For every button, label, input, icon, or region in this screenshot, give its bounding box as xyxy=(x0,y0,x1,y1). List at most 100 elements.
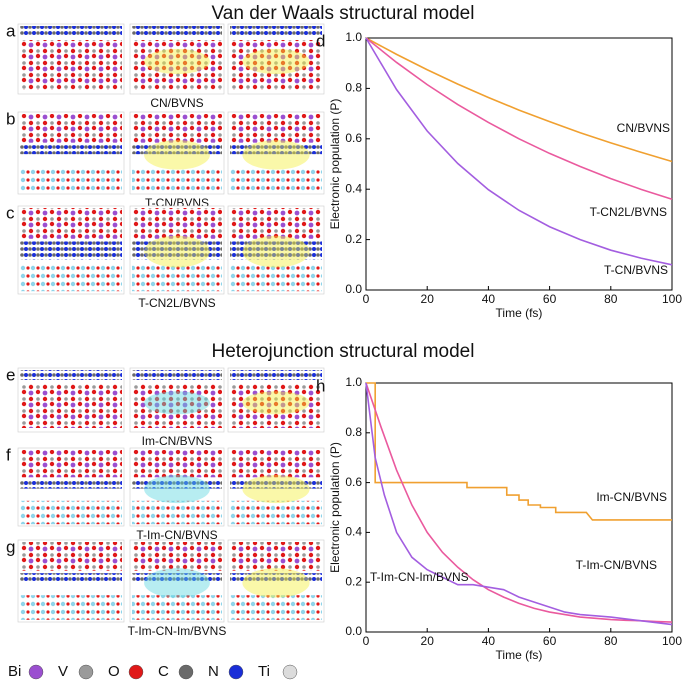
y-tick-label: 0.8 xyxy=(345,425,362,439)
y-tick-label: 1.0 xyxy=(345,30,362,44)
x-tick-label: 20 xyxy=(421,634,435,648)
panel-caption: T-Im-CN/BVNS xyxy=(136,528,217,542)
x-tick-label: 100 xyxy=(662,634,682,648)
cn-layer xyxy=(132,145,222,155)
plot-frame xyxy=(365,37,673,291)
cn-layer xyxy=(132,241,222,260)
panel-letter: c xyxy=(6,203,15,222)
series-line xyxy=(365,37,673,266)
bvns-layer xyxy=(20,40,122,90)
x-tick-label: 0 xyxy=(363,634,370,648)
atom-sphere xyxy=(282,664,298,680)
bvns-layer xyxy=(132,542,222,571)
x-tick-label: 60 xyxy=(543,634,557,648)
bvns-layer xyxy=(230,542,322,571)
ti-layer xyxy=(20,264,122,292)
ti-layer xyxy=(132,167,222,192)
ti-layer xyxy=(20,167,122,192)
bvns-layer xyxy=(132,114,222,143)
x-axis-label: Time (fs) xyxy=(496,648,543,662)
atom-sphere xyxy=(78,664,94,680)
x-tick-label: 0 xyxy=(363,292,370,306)
series-label: T-Im-CN/BVNS xyxy=(576,558,657,572)
bvns-layer xyxy=(230,40,322,90)
ti-layer xyxy=(132,500,222,525)
charge-density xyxy=(144,475,210,504)
bvns-layer xyxy=(132,384,222,428)
ti-layer xyxy=(20,595,122,620)
bvns-layer xyxy=(132,450,222,478)
cn-layer xyxy=(132,370,222,380)
cn-layer xyxy=(230,145,322,155)
atom-label: V xyxy=(58,663,68,680)
y-tick-label: 0.2 xyxy=(345,574,362,588)
cn-layer xyxy=(20,573,122,583)
panel-letter: b xyxy=(6,109,15,128)
ti-layer xyxy=(230,595,322,620)
panel-letter: a xyxy=(6,21,16,40)
bvns-layer xyxy=(20,208,122,239)
cn-layer xyxy=(132,26,222,36)
bvns-layer xyxy=(20,114,122,143)
charge-density xyxy=(144,391,210,415)
ti-layer xyxy=(230,264,322,292)
y-tick-label: 0.0 xyxy=(345,282,362,296)
bvns-layer xyxy=(20,542,122,571)
ti-layer xyxy=(230,167,322,192)
cn-layer xyxy=(230,479,322,489)
ti-layer xyxy=(230,500,322,525)
y-tick-label: 0.0 xyxy=(345,624,362,638)
cn-layer xyxy=(20,370,122,380)
atom-sphere xyxy=(178,664,194,680)
atom-sphere xyxy=(228,664,244,680)
x-axis-label: Time (fs) xyxy=(496,306,543,320)
series-line xyxy=(366,382,672,521)
y-tick-label: 0.4 xyxy=(345,181,362,195)
panel-letter: h xyxy=(316,376,325,395)
cn-layer xyxy=(20,26,122,36)
series-line xyxy=(365,37,673,201)
cn-layer xyxy=(132,479,222,489)
bvns-layer xyxy=(230,208,322,239)
ti-layer xyxy=(20,500,122,525)
y-axis-label: Electronic population (P) xyxy=(328,442,342,573)
cn-layer xyxy=(230,573,322,583)
y-tick-label: 0.4 xyxy=(345,525,362,539)
cn-layer xyxy=(230,241,322,260)
section-title: Heterojunction structural model xyxy=(212,341,475,362)
cn-layer xyxy=(20,241,122,260)
charge-density xyxy=(144,235,210,268)
ti-layer xyxy=(132,595,222,620)
series-line xyxy=(365,37,673,163)
x-tick-label: 20 xyxy=(421,292,435,306)
series-label: T-CN/BVNS xyxy=(604,263,668,277)
bvns-layer xyxy=(132,40,222,90)
cn-layer xyxy=(230,26,322,36)
charge-density xyxy=(144,140,210,170)
atom-label: O xyxy=(108,663,120,680)
series-label: CN/BVNS xyxy=(617,121,670,135)
panel-caption: Im-CN/BVNS xyxy=(142,434,213,448)
series-label: T-Im-CN-Im/BVNS xyxy=(370,570,469,584)
panel-letter: g xyxy=(6,537,15,556)
x-tick-label: 40 xyxy=(482,634,496,648)
y-tick-label: 1.0 xyxy=(345,375,362,389)
panel-caption: T-Im-CN-Im/BVNS xyxy=(128,624,227,638)
bvns-layer xyxy=(20,450,122,478)
x-tick-label: 100 xyxy=(662,292,682,306)
atom-sphere xyxy=(28,664,44,680)
bvns-layer xyxy=(132,208,222,239)
atom-label: Bi xyxy=(8,663,21,680)
series-label: Im-CN/BVNS xyxy=(596,490,667,504)
series-line xyxy=(365,382,673,626)
series-label: T-CN2L/BVNS xyxy=(590,205,667,219)
cn-layer xyxy=(20,479,122,489)
cn-layer xyxy=(20,145,122,155)
atom-sphere xyxy=(128,664,144,680)
panel-letter: d xyxy=(316,31,325,50)
panel-caption: T-CN2L/BVNS xyxy=(138,296,215,310)
atom-label: C xyxy=(158,663,169,680)
panel-letter: f xyxy=(6,445,11,464)
charge-density xyxy=(242,391,310,415)
